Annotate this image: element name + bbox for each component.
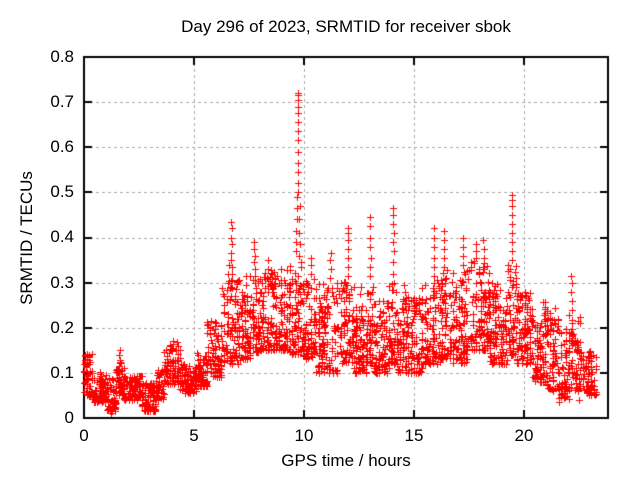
chart-title: Day 296 of 2023, SRMTID for receiver sbo… xyxy=(181,17,511,36)
y-tick-label-0-2: 0.2 xyxy=(50,318,74,337)
y-tick-label-0-6: 0.6 xyxy=(50,137,74,156)
x-tick-label-0: 0 xyxy=(79,426,89,445)
y-tick-label-0-7: 0.7 xyxy=(50,92,74,111)
y-tick-label-0-5: 0.5 xyxy=(50,182,74,201)
x-tick-label-5: 5 xyxy=(189,426,199,445)
x-tick-label-10: 10 xyxy=(294,426,314,445)
y-axis-label: SRMTID / TECUs xyxy=(17,171,36,305)
y-tick-label-0-3: 0.3 xyxy=(50,273,74,292)
y-tick-label-0-8: 0.8 xyxy=(50,47,74,66)
y-tick-label-0-1: 0.1 xyxy=(50,363,74,382)
x-axis-label: GPS time / hours xyxy=(281,451,411,470)
y-tick-label-0-4: 0.4 xyxy=(50,227,74,246)
y-tick-label-0: 0 xyxy=(64,408,74,427)
x-tick-label-15: 15 xyxy=(404,426,424,445)
x-tick-label-20: 20 xyxy=(514,426,534,445)
